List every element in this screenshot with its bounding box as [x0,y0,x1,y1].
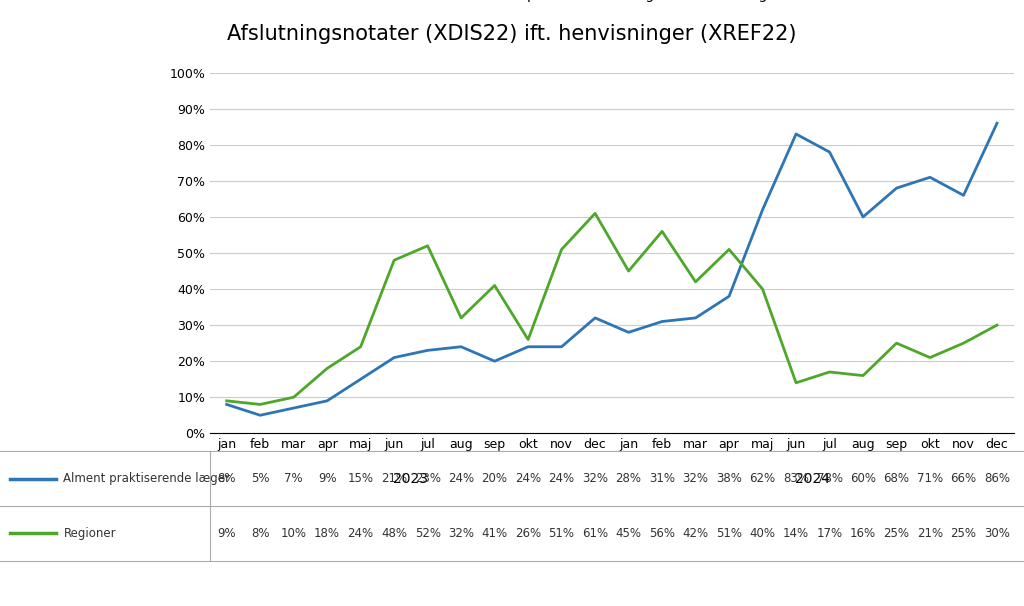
Text: 14%: 14% [783,527,809,540]
Text: 24%: 24% [347,527,374,540]
Text: 60%: 60% [850,472,877,485]
Text: 5%: 5% [251,472,269,485]
Text: 86%: 86% [984,472,1010,485]
Text: 18%: 18% [314,527,340,540]
Text: 9%: 9% [217,527,236,540]
Text: Afslutningsnotater (XDIS22) ift. henvisninger (XREF22): Afslutningsnotater (XDIS22) ift. henvisn… [227,24,797,44]
Text: 21%: 21% [916,527,943,540]
Text: 66%: 66% [950,472,977,485]
Text: 32%: 32% [683,472,709,485]
Text: 68%: 68% [884,472,909,485]
Text: 2023: 2023 [393,471,428,486]
Text: 51%: 51% [716,527,742,540]
Text: 8%: 8% [217,472,236,485]
Text: 25%: 25% [884,527,909,540]
Text: 24%: 24% [549,472,574,485]
Text: 25%: 25% [950,527,977,540]
Text: 24%: 24% [449,472,474,485]
Text: 28%: 28% [615,472,642,485]
Text: 61%: 61% [582,527,608,540]
Text: 38%: 38% [716,472,742,485]
Text: 52%: 52% [415,527,440,540]
Text: 10%: 10% [281,527,306,540]
Text: 71%: 71% [916,472,943,485]
Text: 31%: 31% [649,472,675,485]
Text: Regioner: Regioner [63,527,116,540]
Text: ─────: ───── [16,474,50,484]
Text: 20%: 20% [481,472,508,485]
Text: 62%: 62% [750,472,775,485]
Text: 51%: 51% [549,527,574,540]
Text: 15%: 15% [347,472,374,485]
Text: 21%: 21% [381,472,408,485]
Text: 9%: 9% [317,472,337,485]
Text: 83%: 83% [783,472,809,485]
Text: 78%: 78% [816,472,843,485]
Legend: Alment praktiserende læger, Regioner: Alment praktiserende læger, Regioner [415,0,809,7]
Text: 41%: 41% [481,527,508,540]
Text: Alment praktiserende læger: Alment praktiserende læger [63,472,230,485]
Text: 23%: 23% [415,472,440,485]
Text: 7%: 7% [285,472,303,485]
Text: 48%: 48% [381,527,408,540]
Text: 30%: 30% [984,527,1010,540]
Text: 17%: 17% [816,527,843,540]
Text: 45%: 45% [615,527,642,540]
Text: 24%: 24% [515,472,541,485]
Text: 16%: 16% [850,527,877,540]
Text: 8%: 8% [251,527,269,540]
Text: 32%: 32% [582,472,608,485]
Text: 40%: 40% [750,527,775,540]
Text: 42%: 42% [683,527,709,540]
Text: 2024: 2024 [796,471,830,486]
Text: 56%: 56% [649,527,675,540]
Text: 32%: 32% [449,527,474,540]
Text: 26%: 26% [515,527,541,540]
